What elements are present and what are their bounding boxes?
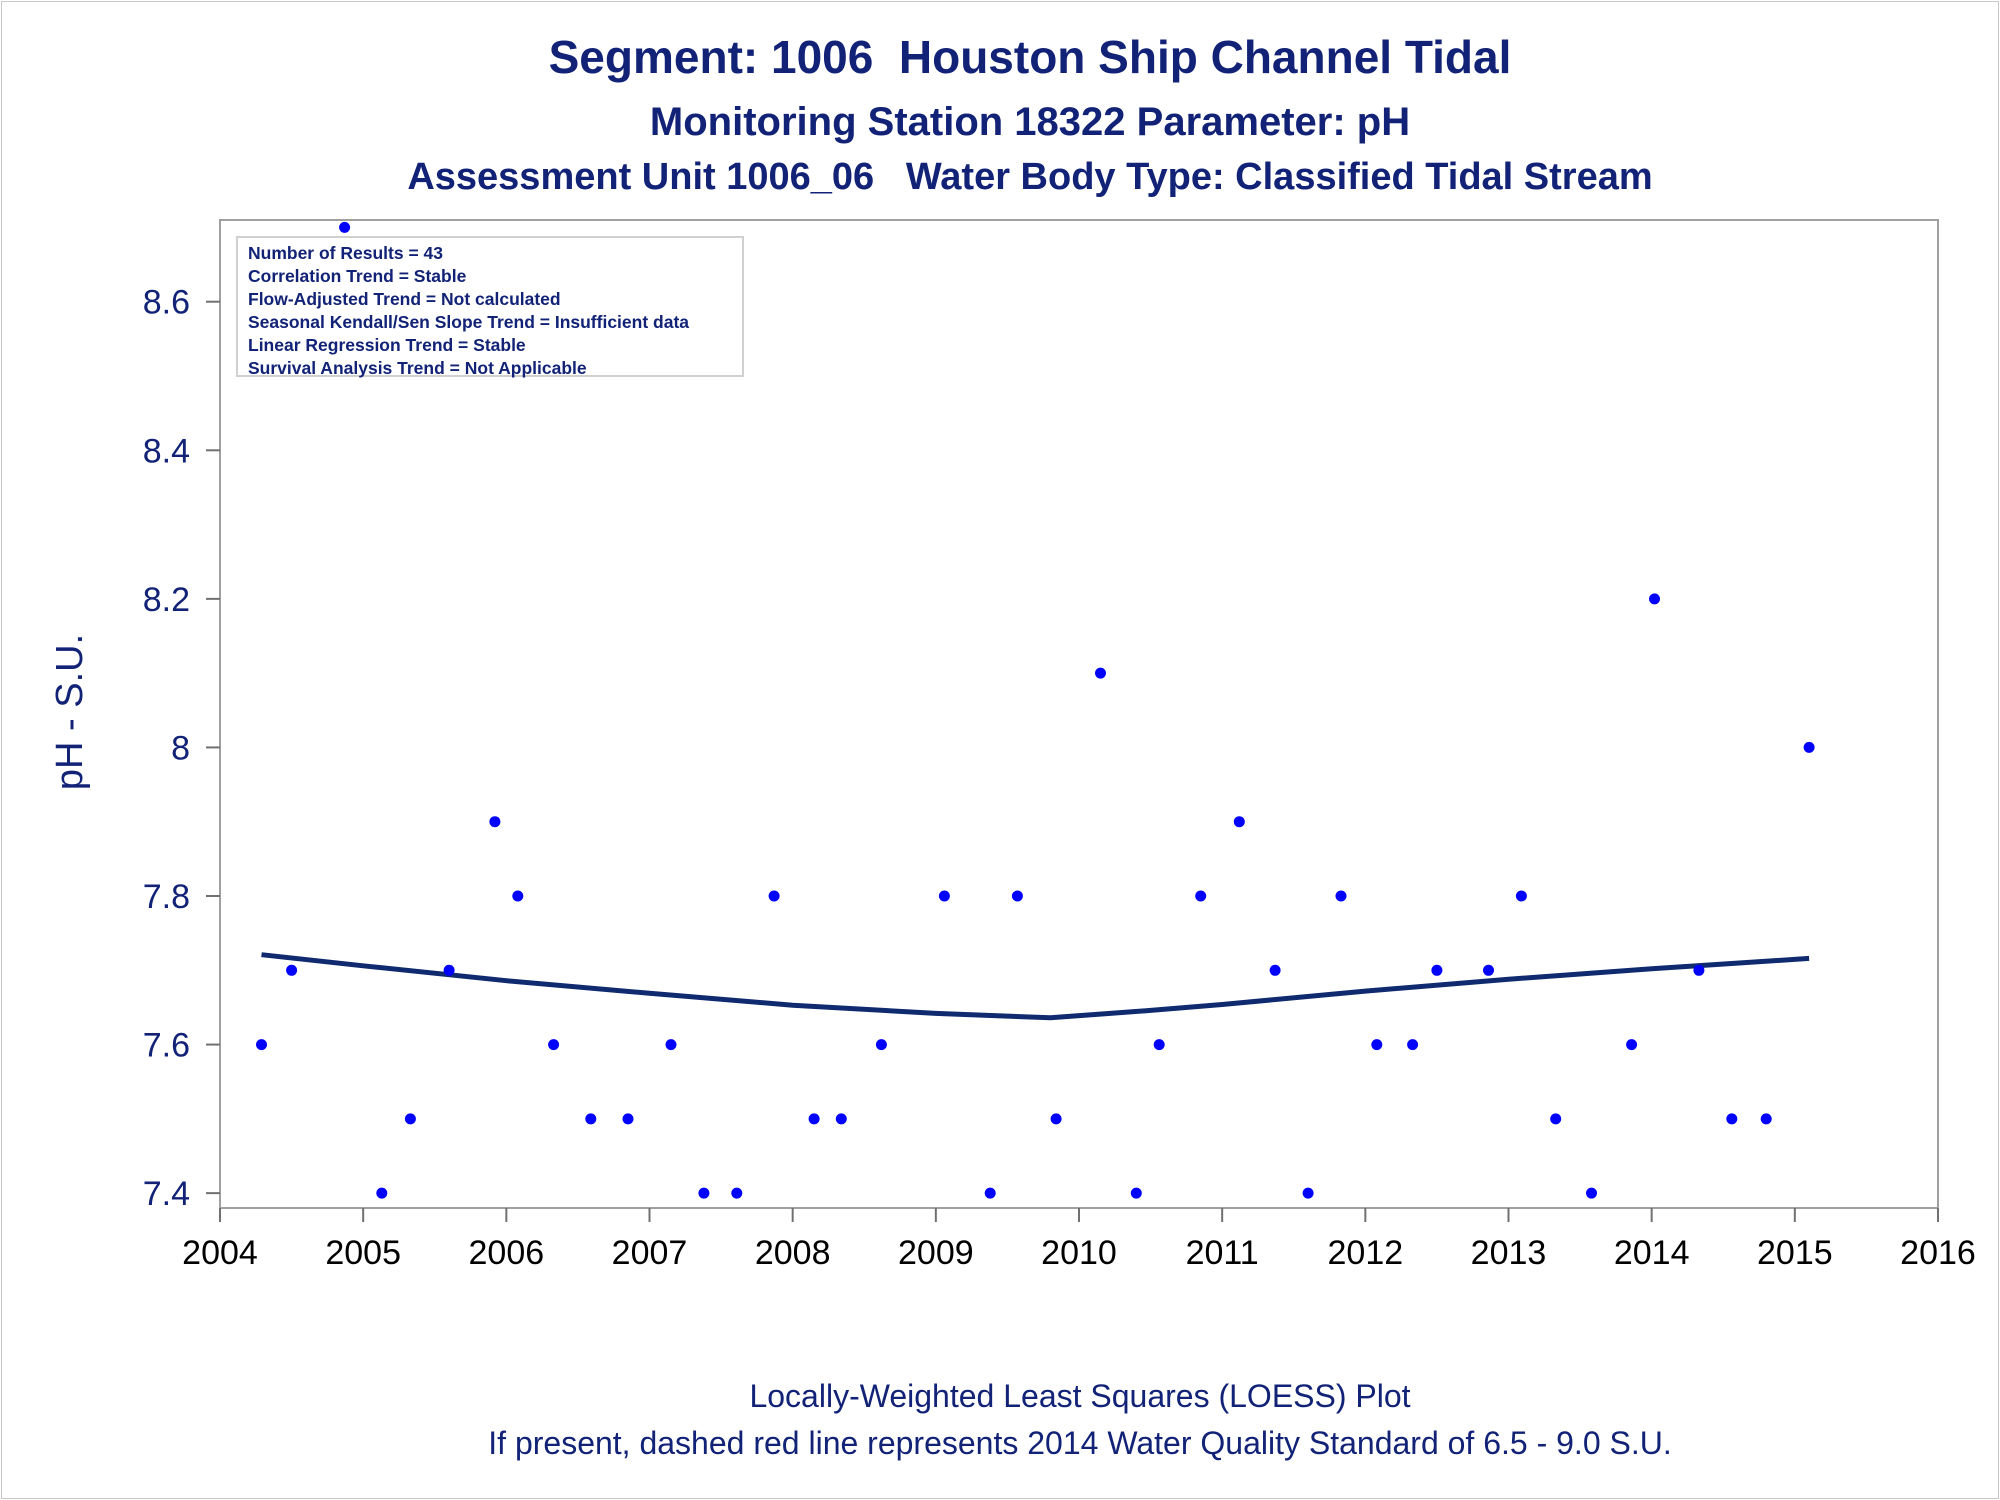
data-point [698, 1187, 710, 1199]
chart-title: Segment: 1006 Houston Ship Channel Tidal [548, 31, 1512, 83]
data-point [622, 1113, 634, 1125]
data-points [256, 221, 1815, 1199]
y-tick-label: 7.6 [143, 1027, 190, 1065]
footnote-standard: If present, dashed red line represents 2… [488, 1425, 1672, 1461]
data-point [1302, 1187, 1314, 1199]
y-tick-label: 8 [171, 729, 190, 767]
y-tick-label: 8.6 [143, 284, 190, 322]
data-point [1803, 741, 1815, 753]
data-point [1693, 964, 1705, 976]
data-point [1760, 1113, 1772, 1125]
x-tick-label: 2010 [1041, 1234, 1117, 1272]
data-point [731, 1187, 743, 1199]
x-axis: 2004 2005 2006 2007 2008 2009 2010 2011 2012 2013… [182, 1208, 1976, 1272]
stat-seasonal-kendall-trend: Seasonal Kendall/Sen Slope Trend = Insuf… [248, 312, 690, 332]
data-point [1726, 1113, 1738, 1125]
data-point [512, 890, 524, 902]
chart-subtitle-station: Monitoring Station 18322 Parameter: pH [649, 100, 1411, 144]
data-point [376, 1187, 388, 1199]
x-tick-label: 2011 [1186, 1234, 1259, 1272]
data-point [984, 1187, 996, 1199]
data-point [1050, 1113, 1062, 1125]
footnote-plot-type: Locally-Weighted Least Squares (LOESS) P… [749, 1378, 1411, 1414]
data-point [339, 221, 351, 233]
data-point [1011, 890, 1023, 902]
data-point [665, 1039, 677, 1051]
data-point [1153, 1039, 1165, 1051]
data-point [1233, 816, 1245, 828]
x-tick-label: 2013 [1471, 1234, 1547, 1272]
data-point [1407, 1039, 1419, 1051]
data-point [489, 816, 501, 828]
data-point [443, 964, 455, 976]
x-tick-label: 2004 [182, 1234, 258, 1272]
data-point [286, 964, 298, 976]
x-tick-label: 2012 [1328, 1234, 1404, 1272]
data-point [1649, 593, 1660, 605]
data-point [1130, 1187, 1142, 1199]
data-point [808, 1113, 820, 1125]
x-tick-label: 2006 [469, 1234, 545, 1272]
loess-line [261, 952, 1810, 1021]
x-tick-label: 2008 [755, 1234, 831, 1272]
y-tick-label: 8.2 [143, 581, 190, 619]
y-tick-label: 7.8 [143, 878, 190, 916]
data-point [256, 1039, 267, 1051]
data-point [1269, 964, 1281, 976]
chart-subtitle-assessment: Assessment Unit 1006_06 Water Body Type:… [407, 156, 1653, 198]
data-point [1626, 1039, 1638, 1051]
y-tick-label: 7.4 [143, 1175, 190, 1213]
y-axis: 7.4 7.6 7.8 8 8.2 8.4 8.6 [143, 284, 220, 1213]
y-axis-label: pH - S.U. [49, 634, 91, 790]
data-point [1195, 890, 1207, 902]
data-point [1335, 890, 1347, 902]
x-tick-label: 2014 [1614, 1234, 1690, 1272]
data-point [1095, 667, 1106, 679]
x-tick-label: 2009 [898, 1234, 974, 1272]
x-tick-label: 2015 [1757, 1234, 1833, 1272]
stat-flow-adjusted-trend: Flow-Adjusted Trend = Not calculated [248, 289, 561, 309]
data-point [1431, 964, 1443, 976]
x-tick-label: 2005 [325, 1234, 401, 1272]
data-point [1483, 964, 1494, 976]
trend-stats-box: Number of Results = 43 Correlation Trend… [236, 236, 744, 378]
data-point [1371, 1039, 1383, 1051]
data-point [1515, 890, 1527, 902]
data-point [585, 1113, 597, 1125]
data-point [548, 1039, 560, 1051]
stat-number-of-results: Number of Results = 43 [248, 243, 443, 263]
data-point [1550, 1113, 1562, 1125]
data-point [1586, 1187, 1597, 1199]
x-tick-label: 2007 [612, 1234, 688, 1272]
data-point [938, 890, 950, 902]
data-point [768, 890, 780, 902]
stat-survival-analysis-trend: Survival Analysis Trend = Not Applicable [248, 358, 587, 378]
data-point [404, 1113, 416, 1125]
x-tick-label: 2016 [1900, 1234, 1976, 1272]
stat-linear-regression-trend: Linear Regression Trend = Stable [248, 335, 526, 355]
y-tick-label: 8.4 [143, 432, 190, 470]
data-point [875, 1039, 887, 1051]
data-point [835, 1113, 847, 1125]
stat-correlation-trend: Correlation Trend = Stable [248, 266, 467, 286]
